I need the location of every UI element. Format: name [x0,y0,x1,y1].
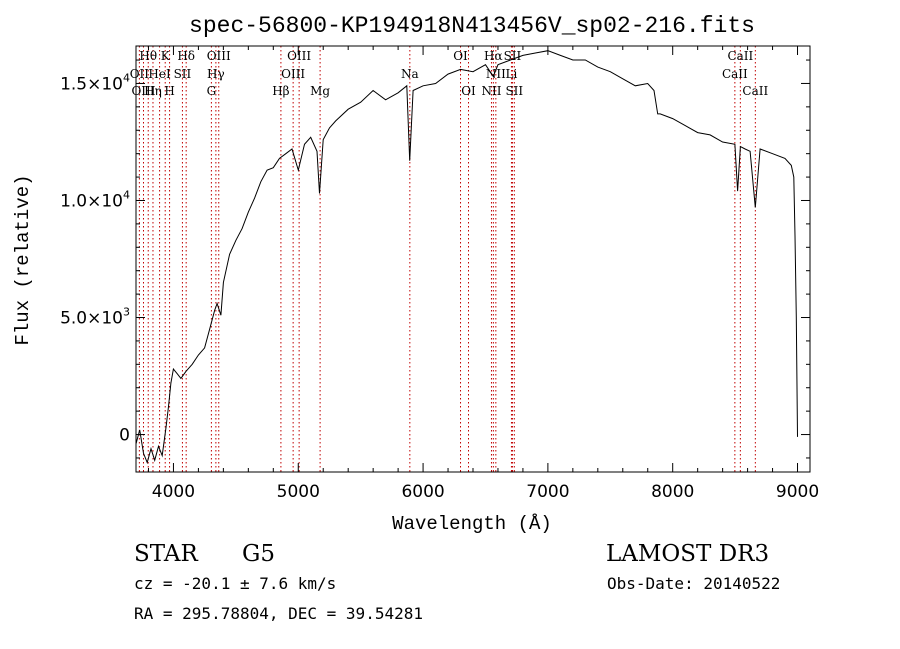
spectral-line-label: SII [174,67,192,81]
spectral-line-label: Hα [484,49,503,63]
spectral-line-label: NII [481,84,501,98]
x-axis-label: Wavelength (Å) [392,513,552,535]
spectral-line-label: K [161,49,171,63]
object-class: STAR [134,541,198,567]
spectral-line-label: CaII [727,49,753,63]
spectral-line-label: Li [506,67,518,81]
spectral-line-label: CaII [722,67,748,81]
spectral-line-label: OII [130,67,150,81]
spectral-line-labels: HθOIIOIIIHηHeIKHSIIHδGHγOIIIHβOIIIOIIIMg… [130,49,769,98]
spectral-line-label: H [164,84,174,98]
plot-frame [135,45,811,473]
spectral-line-label: Hθ [139,49,157,63]
spectral-line-label: OI [461,84,476,98]
spectral-line-label: Hβ [272,84,289,98]
x-tick-label: 7000 [526,482,569,502]
object-subclass: G5 [242,541,275,567]
x-tick-label: 4000 [152,482,195,502]
spectral-line-label: CaII [742,84,768,98]
ra-dec-coordinates: RA = 295.78804, DEC = 39.54281 [134,604,423,623]
spectral-line-label: Mg [310,84,330,98]
spectral-line-markers [138,46,756,472]
x-tick-label: 5000 [277,482,320,502]
spectral-line-label: OI [453,49,468,63]
spectral-line-label: NII [486,67,506,81]
y-axis-ticks: 0 5.0×103 1.0×104 1.5×104 [60,59,810,459]
spectrum-series-line [135,50,798,465]
spectral-line-label: OIII [131,84,155,98]
observation-date: Obs-Date: 20140522 [607,574,780,593]
spectral-line-label: Hη [144,84,162,98]
x-tick-label: 8000 [651,482,694,502]
spectral-line-label: OIII [207,49,231,63]
spectral-line-label: Hγ [207,67,225,81]
y-tick-label: 1.5×104 [60,71,130,94]
y-axis-label: Flux (relative) [12,174,34,345]
spectral-line-label: Na [401,67,419,81]
y-tick-label: 1.0×104 [60,188,130,211]
redshift-velocity: cz = -20.1 ± 7.6 km/s [134,574,336,593]
spectral-line-label: OIII [287,49,311,63]
x-tick-label: 9000 [776,482,819,502]
spectral-line-label: SII [504,49,522,63]
survey-name: LAMOST DR3 [606,541,769,567]
spectral-line-label: OIII [281,67,305,81]
spectral-line-label: SII [505,84,523,98]
spectral-line-label: HeI [148,67,171,81]
chart-title: spec-56800-KP194918N413456V_sp02-216.fit… [189,13,755,39]
spectral-line-label: G [207,84,217,98]
spectral-line-label: Hδ [177,49,195,63]
y-tick-label: 0 [119,426,130,446]
x-tick-label: 6000 [401,482,444,502]
x-axis-ticks: 4000 5000 6000 7000 8000 9000 [147,46,819,502]
y-tick-label: 5.0×103 [60,306,130,329]
